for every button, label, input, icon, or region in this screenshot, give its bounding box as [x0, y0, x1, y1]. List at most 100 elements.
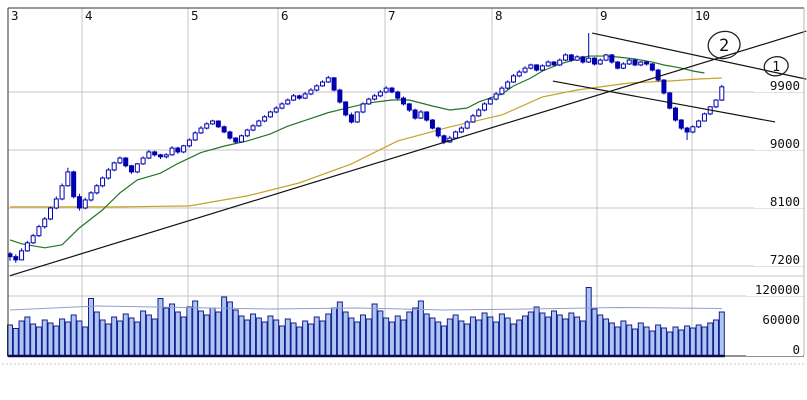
- candle-body: [597, 59, 603, 65]
- candle-body: [24, 242, 30, 252]
- volume-bar: [626, 324, 633, 357]
- candle-body: [424, 111, 430, 121]
- candle-body: [696, 120, 702, 128]
- ma-short-line: [9, 55, 705, 249]
- candle-body: [626, 59, 632, 65]
- x-axis-month-label: 8: [495, 8, 503, 23]
- volume-bar: [88, 298, 95, 357]
- volume-bar: [313, 316, 320, 357]
- volume-bar: [82, 326, 89, 357]
- volume-bar: [192, 300, 199, 357]
- candle-body: [59, 185, 65, 200]
- candle-body: [267, 111, 273, 118]
- candle-body: [140, 157, 146, 165]
- volume-bar: [24, 316, 31, 357]
- volume-bar: [226, 301, 233, 357]
- volume-label-backing: [746, 283, 803, 296]
- candle-body: [169, 147, 175, 156]
- volume-bar: [475, 319, 482, 357]
- volume-bar: [134, 321, 141, 357]
- candle-body: [406, 103, 412, 111]
- volume-bar: [284, 318, 291, 357]
- candle-body: [262, 116, 268, 122]
- candle-body: [580, 56, 586, 63]
- candle-body: [701, 113, 707, 122]
- candle-body: [568, 54, 574, 61]
- volume-bar: [400, 319, 407, 357]
- volume-bar: [452, 314, 459, 357]
- volume-bar: [713, 319, 720, 357]
- candle-body: [539, 65, 545, 71]
- candle-body: [586, 57, 592, 63]
- volume-bar: [296, 326, 303, 357]
- volume-bar: [215, 311, 222, 357]
- candle-body: [186, 139, 192, 147]
- candle-body: [227, 131, 233, 139]
- volume-bar: [278, 325, 285, 357]
- volume-bar: [585, 287, 592, 357]
- candle-body: [30, 235, 36, 244]
- volume-bar: [666, 331, 673, 357]
- volume-bar: [516, 319, 523, 357]
- volume-bar: [18, 320, 25, 357]
- volume-bar: [111, 316, 118, 357]
- candle-body: [244, 129, 250, 137]
- candle-body: [71, 171, 77, 198]
- candle-body: [690, 126, 696, 133]
- candle-body: [123, 157, 129, 167]
- candle-body: [238, 135, 244, 143]
- volume-bar: [232, 309, 239, 357]
- candle-body: [482, 103, 488, 111]
- price-label-backing: [754, 79, 803, 92]
- volume-bar: [672, 326, 679, 357]
- volume-bar: [105, 323, 112, 357]
- candle-body: [563, 54, 569, 61]
- trendline-descending-channel-upper: [592, 32, 807, 80]
- x-axis-month-label: 7: [388, 8, 396, 23]
- candle-body: [273, 107, 279, 113]
- candle-body: [129, 165, 135, 173]
- volume-bar: [360, 314, 367, 357]
- candle-body: [53, 198, 59, 209]
- volume-bar: [348, 317, 355, 357]
- candle-body: [117, 157, 123, 164]
- volume-bar: [325, 313, 332, 357]
- candle-body: [510, 75, 516, 83]
- candle-body: [134, 163, 140, 173]
- candle-body: [157, 154, 163, 158]
- volume-bar: [533, 306, 540, 357]
- candle-body: [175, 147, 181, 153]
- volume-bar: [365, 318, 372, 357]
- volume-bar: [574, 316, 581, 357]
- volume-bar: [446, 318, 453, 357]
- candle-body: [100, 177, 106, 187]
- volume-bar: [695, 324, 702, 357]
- volume-bar: [35, 326, 42, 357]
- candle-body: [198, 127, 204, 134]
- volume-axis-label: 60000: [762, 312, 800, 327]
- candle-body: [308, 89, 314, 95]
- volume-bar: [250, 313, 257, 357]
- price-label-backing: [754, 195, 803, 208]
- volume-bar: [701, 326, 708, 357]
- volume-bar: [464, 323, 471, 357]
- volume-bar: [273, 319, 280, 357]
- volume-bar: [684, 325, 691, 357]
- volume-bar: [331, 307, 338, 357]
- candle-body: [256, 120, 262, 127]
- price-label-backing: [754, 137, 803, 150]
- volume-bar: [562, 318, 569, 357]
- candle-body: [319, 81, 325, 87]
- x-axis-month-label: 6: [281, 8, 289, 23]
- volume-bar: [342, 311, 349, 357]
- candle-body: [13, 256, 19, 261]
- x-axis-month-label: 5: [191, 8, 199, 23]
- candle-body: [210, 120, 216, 125]
- candle-body: [383, 87, 389, 93]
- ma-long-line: [10, 77, 722, 208]
- candle-body: [441, 135, 447, 143]
- candle-body: [418, 111, 424, 119]
- volume-bar: [186, 306, 193, 357]
- candle-body: [348, 114, 354, 123]
